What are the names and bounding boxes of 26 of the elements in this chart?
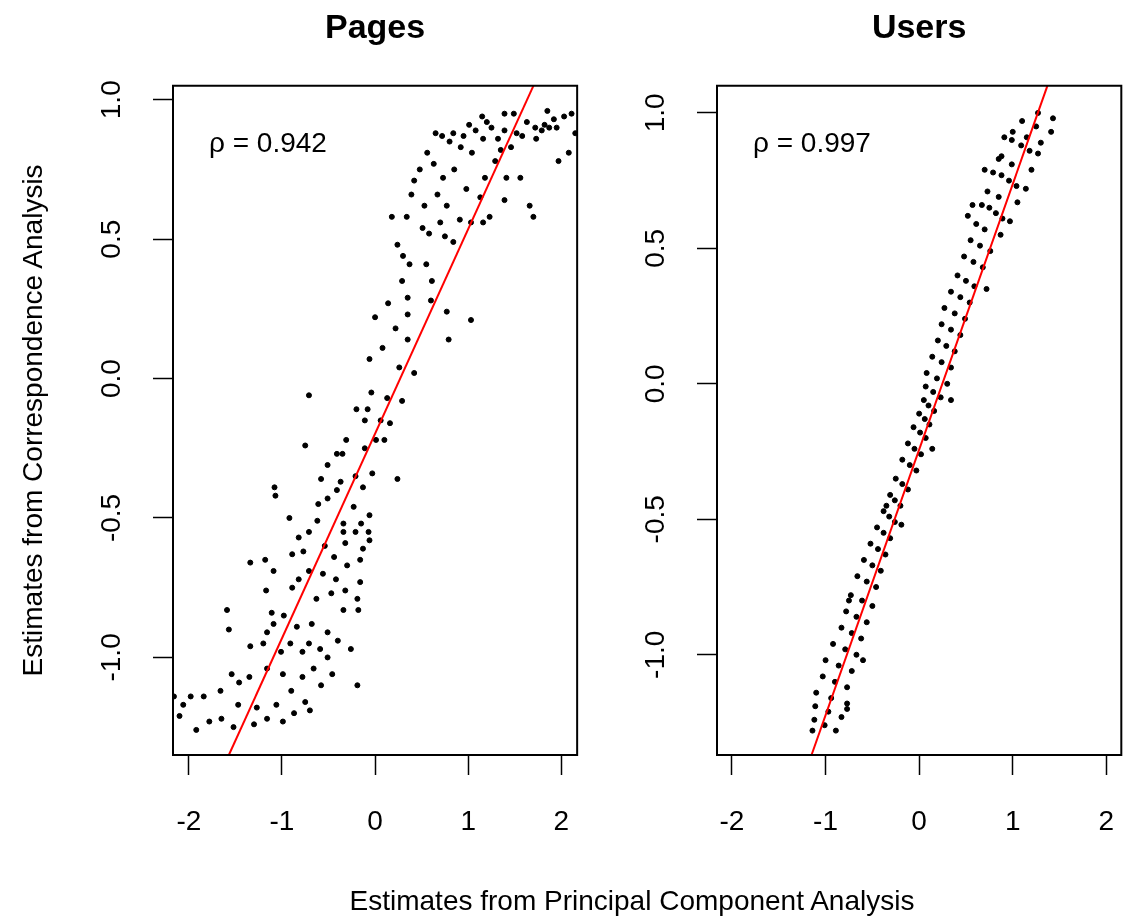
- x-tick-label: 0: [367, 804, 383, 836]
- x-tick-label: -2: [176, 804, 202, 836]
- annotation: ρ = 0.997: [753, 126, 871, 158]
- chart-title: Pages: [324, 6, 426, 45]
- y-tick-label: 0.0: [94, 359, 126, 399]
- x-tick-label: 2: [1098, 804, 1115, 836]
- y-tick-label: -0.5: [638, 495, 670, 544]
- y-axis-title: Estimates from Correspondence Analysis: [16, 164, 48, 677]
- x-tick-label: 1: [460, 804, 476, 836]
- x-tick-label: 1: [1004, 804, 1021, 836]
- y-tick-label: 0.5: [638, 228, 670, 268]
- y-tick-label: -1.0: [94, 633, 126, 682]
- x-tick-label: 0: [911, 804, 927, 836]
- y-tick-label: -1.0: [638, 630, 670, 679]
- x-axis-title: Estimates from Principal Component Analysis: [349, 884, 915, 918]
- chart-title: Users: [871, 6, 967, 45]
- x-tick-label: -1: [269, 804, 295, 836]
- y-tick-label: 1.0: [94, 80, 126, 120]
- x-tick-label: -2: [719, 804, 745, 836]
- y-tick-label: 0.5: [94, 219, 126, 259]
- y-tick-label: 0.0: [638, 364, 670, 404]
- annotation: ρ = 0.942: [209, 126, 327, 158]
- y-tick-label: -0.5: [94, 493, 126, 543]
- x-tick-label: -1: [813, 804, 839, 836]
- y-tick-label: 1.0: [638, 93, 670, 133]
- x-tick-label: 2: [553, 804, 570, 836]
